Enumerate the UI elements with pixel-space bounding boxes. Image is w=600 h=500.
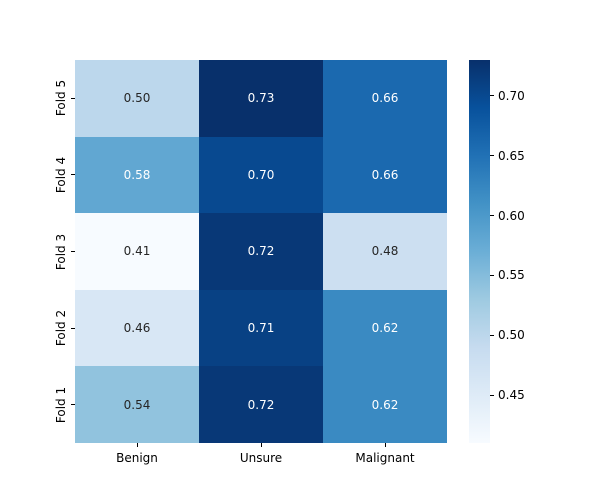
y-tick-label: Fold 5 (54, 80, 68, 117)
cell-value: 0.72 (247, 244, 275, 259)
y-tick-mark (71, 404, 75, 406)
heatmap-cell-fold-3-unsure: 0.72 (199, 213, 323, 290)
cell-value: 0.54 (123, 397, 151, 412)
colorbar-tick-mark (490, 215, 494, 217)
heatmap-cell-fold-4-unsure: 0.70 (199, 136, 323, 214)
heatmap-cell-fold-2-malignant: 0.62 (323, 289, 447, 367)
heatmap-cell-fold-4-malignant: 0.66 (323, 136, 447, 214)
cell-value: 0.72 (247, 397, 275, 412)
cell-value: 0.73 (247, 91, 275, 106)
heatmap-cell-fold-5-unsure: 0.73 (199, 60, 323, 137)
y-tick-label: Fold 3 (54, 233, 68, 270)
heatmap-cell-fold-1-malignant: 0.62 (323, 366, 447, 443)
colorbar-tick-label: 0.55 (498, 268, 525, 283)
heatmap-cell-fold-5-benign: 0.50 (75, 60, 199, 137)
heatmap-cell-fold-2-unsure: 0.71 (199, 289, 323, 367)
colorbar-tick-label: 0.50 (498, 328, 525, 343)
cell-value: 0.46 (123, 321, 151, 336)
colorbar-tick-mark (490, 274, 494, 276)
x-tick-mark (384, 443, 386, 447)
y-tick-mark (71, 251, 75, 252)
y-tick-label: Fold 2 (54, 309, 68, 347)
y-tick-mark (71, 97, 75, 99)
colorbar-tick-mark (490, 394, 494, 396)
y-tick-mark (71, 327, 75, 329)
heatmap-cell-fold-1-unsure: 0.72 (199, 366, 323, 443)
heatmap-grid: 0.50 0.73 0.66 0.58 0.70 0.66 0.41 0.72 0.48 0.46… (75, 60, 447, 443)
cell-value: 0.66 (371, 167, 399, 182)
x-tick-mark (136, 443, 138, 447)
heatmap-cell-fold-1-benign: 0.54 (75, 366, 199, 443)
heatmap-cell-fold-5-malignant: 0.66 (323, 60, 447, 137)
cell-value: 0.58 (123, 167, 151, 182)
colorbar-tick-mark (490, 155, 494, 157)
y-tick-mark (71, 174, 75, 176)
cell-value: 0.62 (371, 397, 399, 412)
cell-value: 0.66 (371, 91, 399, 106)
heatmap-cell-fold-2-benign: 0.46 (75, 289, 199, 367)
cell-value: 0.70 (247, 167, 275, 182)
y-tick-label: Fold 4 (54, 156, 68, 193)
heatmap-cell-fold-4-benign: 0.58 (75, 136, 199, 214)
cell-value: 0.50 (123, 91, 151, 106)
colorbar-tick-label: 0.45 (498, 388, 525, 403)
x-tick-label: Unsure (239, 451, 283, 465)
colorbar-tick-mark (490, 95, 494, 97)
colorbar-tick-label: 0.70 (498, 88, 525, 103)
colorbar-tick-label: 0.60 (498, 208, 525, 223)
cell-value: 0.71 (247, 321, 275, 336)
heatmap-cell-fold-3-benign: 0.41 (75, 213, 199, 290)
x-tick-label: Malignant (355, 451, 415, 465)
colorbar-tick-label: 0.65 (498, 148, 525, 163)
y-tick-label: Fold 1 (54, 386, 68, 423)
cell-value: 0.41 (123, 244, 151, 259)
cell-value: 0.48 (371, 244, 399, 259)
cell-value: 0.62 (371, 321, 399, 336)
heatmap-cell-fold-3-malignant: 0.48 (323, 213, 447, 290)
x-tick-mark (260, 443, 262, 447)
colorbar (469, 60, 490, 443)
x-tick-label: Benign (116, 451, 158, 465)
colorbar-tick-mark (490, 334, 494, 336)
